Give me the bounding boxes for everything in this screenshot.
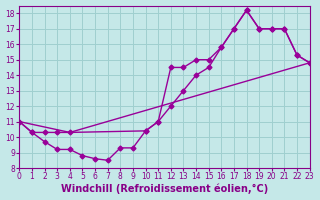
X-axis label: Windchill (Refroidissement éolien,°C): Windchill (Refroidissement éolien,°C) [61, 184, 268, 194]
